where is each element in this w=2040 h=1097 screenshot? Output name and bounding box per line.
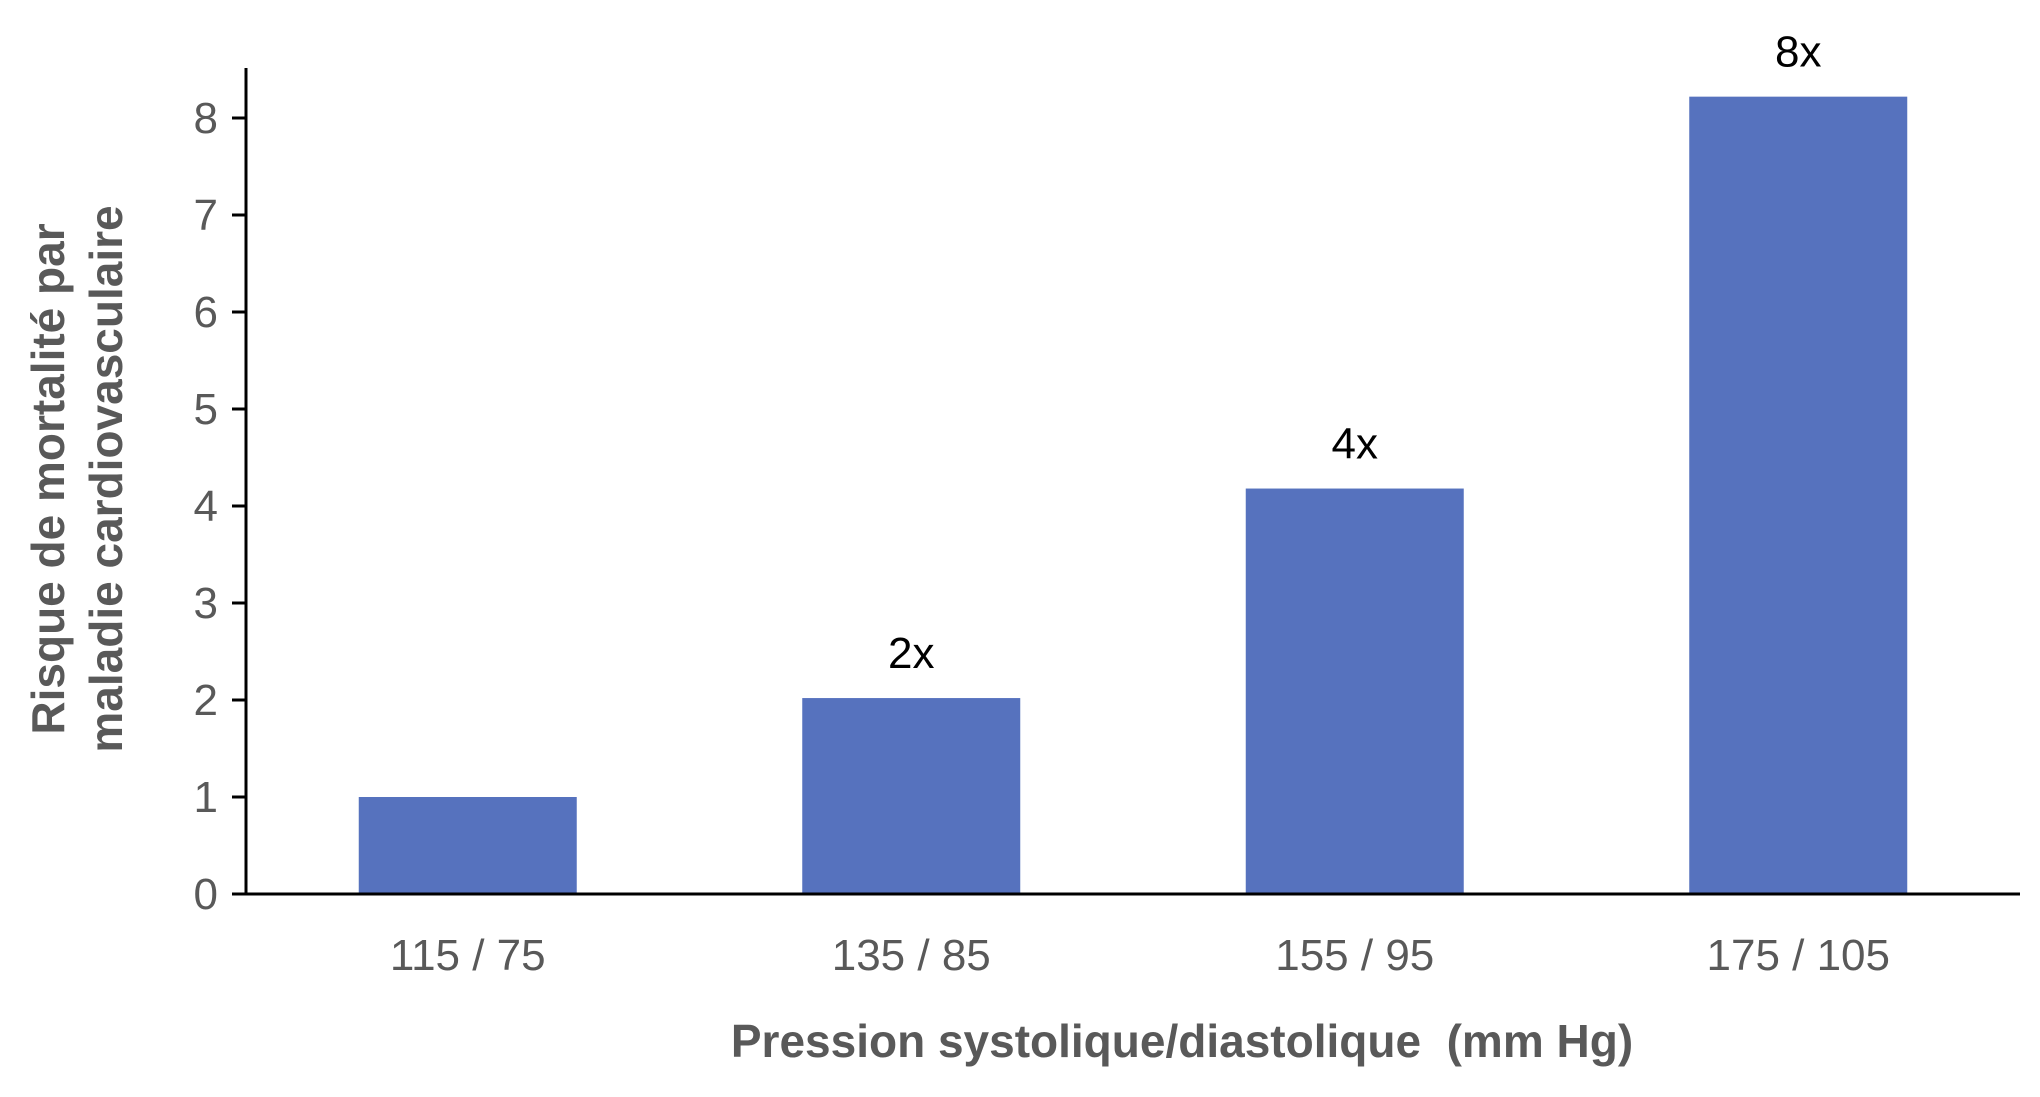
y-tick-label: 1 — [194, 773, 218, 822]
bar-data-label: 8x — [1775, 28, 1821, 77]
bars — [358, 96, 1908, 894]
bar-data-label: 4x — [1332, 420, 1378, 469]
data-labels: 2x 4x 8x — [888, 28, 1821, 678]
y-axis-title-line-2: maladie cardiovasculaire — [80, 205, 132, 752]
y-tick-label: 4 — [194, 482, 218, 531]
x-tick-label: 175 / 105 — [1707, 931, 1891, 980]
y-axis-ticks: 0 1 2 3 4 5 6 7 8 — [194, 94, 246, 919]
y-tick-label: 8 — [194, 94, 218, 143]
y-axis-title: Risque de mortalité par maladie cardiova… — [22, 205, 132, 752]
x-tick-label: 135 / 85 — [832, 931, 991, 980]
y-tick-label: 0 — [194, 870, 218, 919]
x-axis-title: Pression systolique/diastolique (mm Hg) — [731, 1015, 1633, 1067]
y-tick-label: 7 — [194, 191, 218, 240]
bar — [802, 698, 1021, 894]
bar — [1689, 96, 1908, 894]
y-axis-title-line-1: Risque de mortalité par — [22, 223, 74, 734]
y-tick-label: 6 — [194, 288, 218, 337]
y-tick-label: 5 — [194, 385, 218, 434]
bar — [1245, 488, 1464, 894]
x-tick-label: 115 / 75 — [390, 931, 546, 980]
y-tick-label: 2 — [194, 676, 218, 725]
y-tick-label: 3 — [194, 579, 218, 628]
x-axis-ticks: 115 / 75 135 / 85 155 / 95 175 / 105 — [390, 931, 1890, 980]
bar — [358, 797, 577, 894]
x-tick-label: 155 / 95 — [1275, 931, 1434, 980]
bar-data-label: 2x — [888, 629, 934, 678]
